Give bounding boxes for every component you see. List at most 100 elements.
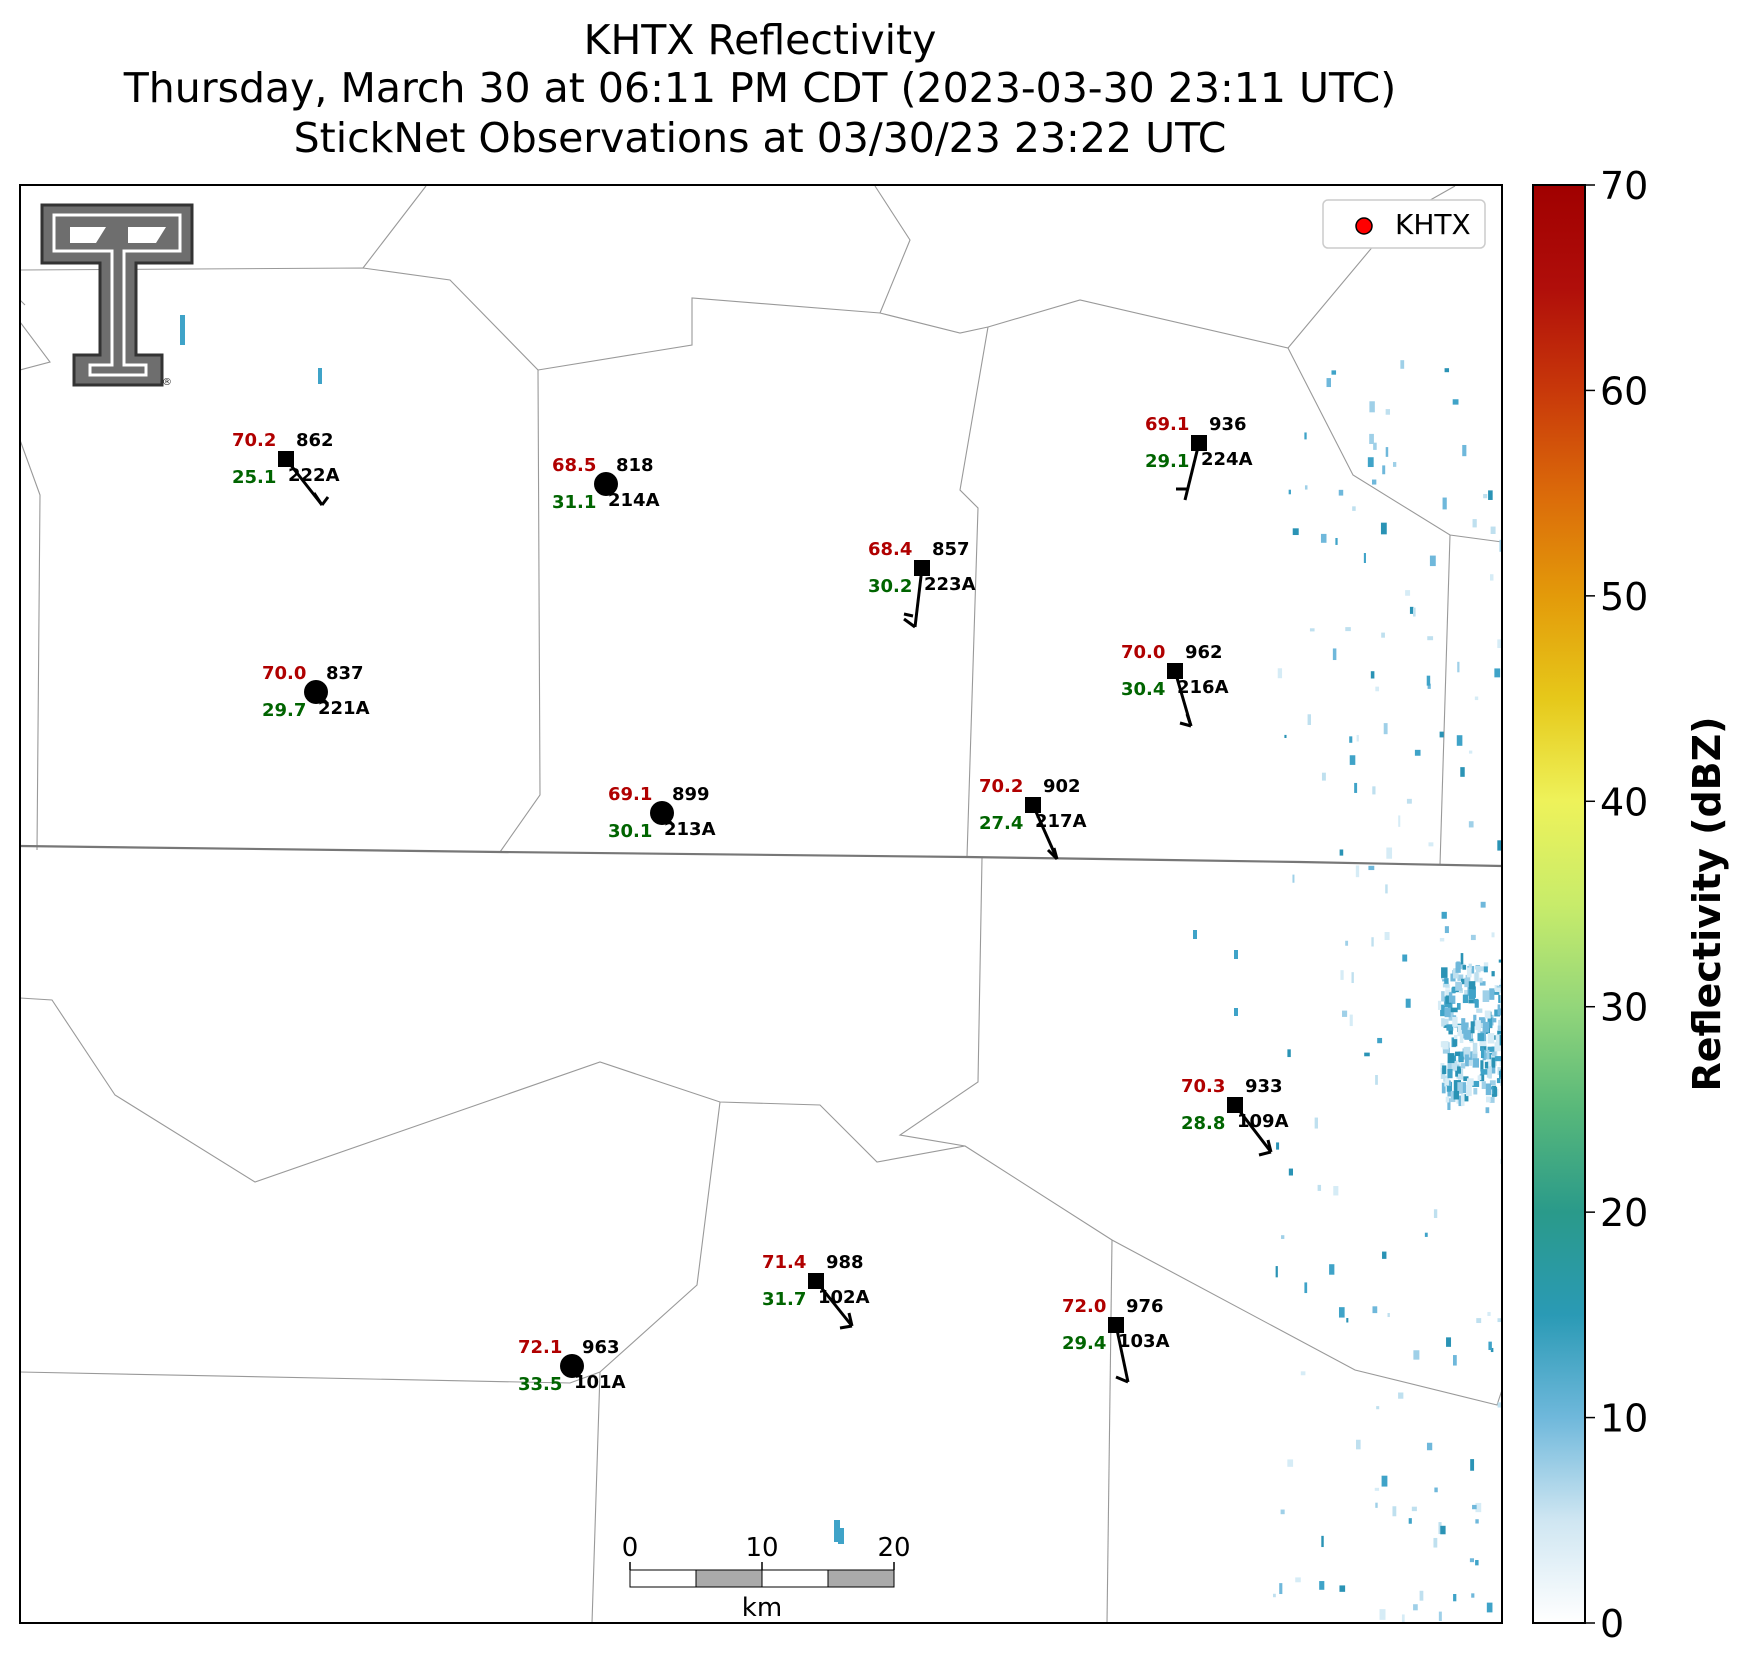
station-temperature: 68.5	[552, 455, 596, 476]
radar-echo	[1499, 1017, 1502, 1027]
radar-echo	[1462, 965, 1467, 970]
radar-echo	[1472, 1080, 1480, 1087]
radar-echo	[1475, 1560, 1479, 1566]
radar-echo	[1472, 1504, 1477, 1510]
radar-echo	[1429, 555, 1436, 567]
radar-echo	[1475, 965, 1481, 973]
station-101A[interactable]: 72.1 963 33.5 101A	[518, 1337, 626, 1395]
radar-echo	[1440, 1004, 1445, 1017]
radar-echo	[1387, 1313, 1390, 1318]
station-temperature: 70.0	[262, 663, 306, 684]
radar-echo	[1408, 1518, 1412, 1524]
station-221A[interactable]: 70.0 837 29.7 221A	[262, 663, 370, 721]
map-panel[interactable]	[20, 185, 1502, 1623]
station-id: 221A	[318, 698, 370, 719]
radar-echo	[1457, 661, 1460, 673]
station-109A[interactable]: 70.3 933 28.8 109A	[1181, 1076, 1289, 1157]
radar-echo	[1462, 994, 1469, 1004]
radar-echo	[1340, 970, 1344, 980]
station-214A[interactable]: 68.5 818 31.1 214A	[552, 455, 660, 513]
station-temperature: 70.3	[1181, 1076, 1225, 1097]
radar-echo	[1427, 683, 1431, 689]
radar-echo	[1437, 1000, 1442, 1010]
radar-echo	[1319, 1581, 1325, 1590]
radar-echo	[1398, 1392, 1404, 1399]
radar-echo	[1384, 932, 1390, 941]
radar-echo	[1455, 981, 1463, 991]
radar-echo	[1453, 1080, 1458, 1092]
colorbar-tick-label: 0	[1600, 1602, 1624, 1646]
radar-echo	[1444, 978, 1449, 984]
calm-wind-circle-icon	[650, 801, 674, 825]
station-102A[interactable]: 71.4 988 31.7 102A	[762, 1252, 870, 1330]
radar-echo	[1405, 998, 1411, 1008]
radar-echo	[1484, 1061, 1489, 1069]
station-dewpoint: 31.7	[762, 1289, 806, 1310]
radar-echo	[1490, 1347, 1494, 1353]
radar-echo	[1317, 1184, 1322, 1191]
station-square-marker-icon	[914, 560, 930, 576]
radar-echo	[1447, 1090, 1453, 1097]
station-pressure: 936	[1209, 414, 1247, 435]
radar-echo	[1329, 1264, 1335, 1275]
radar-echo	[1458, 1095, 1463, 1107]
station-216A[interactable]: 70.0 962 30.4 216A	[1121, 642, 1229, 728]
calm-wind-circle-icon	[594, 472, 618, 496]
radar-echo	[1472, 1042, 1478, 1054]
wind-barb-flag	[320, 496, 330, 506]
radar-echo	[1413, 1350, 1420, 1360]
radar-echo	[1349, 1014, 1353, 1027]
radar-echo	[1453, 1355, 1457, 1366]
radar-echo	[1433, 1209, 1438, 1218]
radar-echo	[1463, 1046, 1471, 1058]
radar-echo	[1486, 1060, 1491, 1069]
radar-echo	[1487, 1017, 1493, 1029]
radar-echo	[1346, 1318, 1349, 1323]
radar-echo	[1304, 432, 1307, 440]
station-temperature: 68.4	[868, 539, 912, 560]
radar-echo	[1444, 1018, 1449, 1026]
radar-echo	[1485, 1107, 1490, 1114]
station-id: 103A	[1118, 1331, 1170, 1352]
station-square-marker-icon	[808, 1273, 824, 1289]
radar-echo	[1487, 1311, 1491, 1316]
radar-echo	[1492, 990, 1500, 995]
station-103A[interactable]: 72.0 976 29.4 103A	[1062, 1296, 1170, 1384]
radar-echo	[1355, 1439, 1361, 1450]
radar-echo	[1475, 1519, 1479, 1524]
radar-echo	[1490, 574, 1494, 581]
radar-echo	[1472, 519, 1477, 528]
station-pressure: 899	[672, 784, 710, 805]
radar-echo	[1473, 1014, 1477, 1027]
radar-echo	[1370, 671, 1375, 679]
radar-echo	[1381, 632, 1385, 638]
radar-echo	[1369, 433, 1374, 444]
radar-echo	[1352, 506, 1356, 511]
radar-echo	[1497, 639, 1501, 649]
station-pressure: 963	[582, 1337, 620, 1358]
radar-echo	[1379, 1609, 1386, 1620]
radar-echo	[1385, 447, 1389, 457]
radar-echo	[1446, 1337, 1452, 1347]
radar-echo	[1472, 1058, 1480, 1068]
station-223A[interactable]: 68.4 857 30.2 223A	[868, 539, 976, 629]
radar-echo	[1434, 1487, 1438, 1493]
radar-echo	[1471, 1593, 1475, 1598]
radar-echo	[1458, 1051, 1464, 1062]
station-222A[interactable]: 70.2 862 25.1 222A	[232, 430, 340, 506]
radar-echo	[1475, 1020, 1481, 1031]
station-217A[interactable]: 70.2 902 27.4 217A	[979, 776, 1087, 861]
radar-echo	[1320, 533, 1327, 543]
radar-echo	[1375, 1502, 1378, 1508]
radar-echo	[1466, 1078, 1474, 1086]
radar-echo	[1486, 1049, 1490, 1060]
radar-echo	[1355, 865, 1360, 878]
station-213A[interactable]: 69.1 899 30.1 213A	[608, 784, 716, 842]
texas-tech-logo-icon: ®	[40, 203, 194, 388]
radar-echo	[1482, 990, 1490, 1002]
radar-echo	[1444, 1007, 1451, 1018]
radar-echo	[1482, 1021, 1490, 1033]
radar-echo	[1414, 749, 1421, 756]
station-224A[interactable]: 69.1 936 29.1 224A	[1145, 414, 1253, 501]
